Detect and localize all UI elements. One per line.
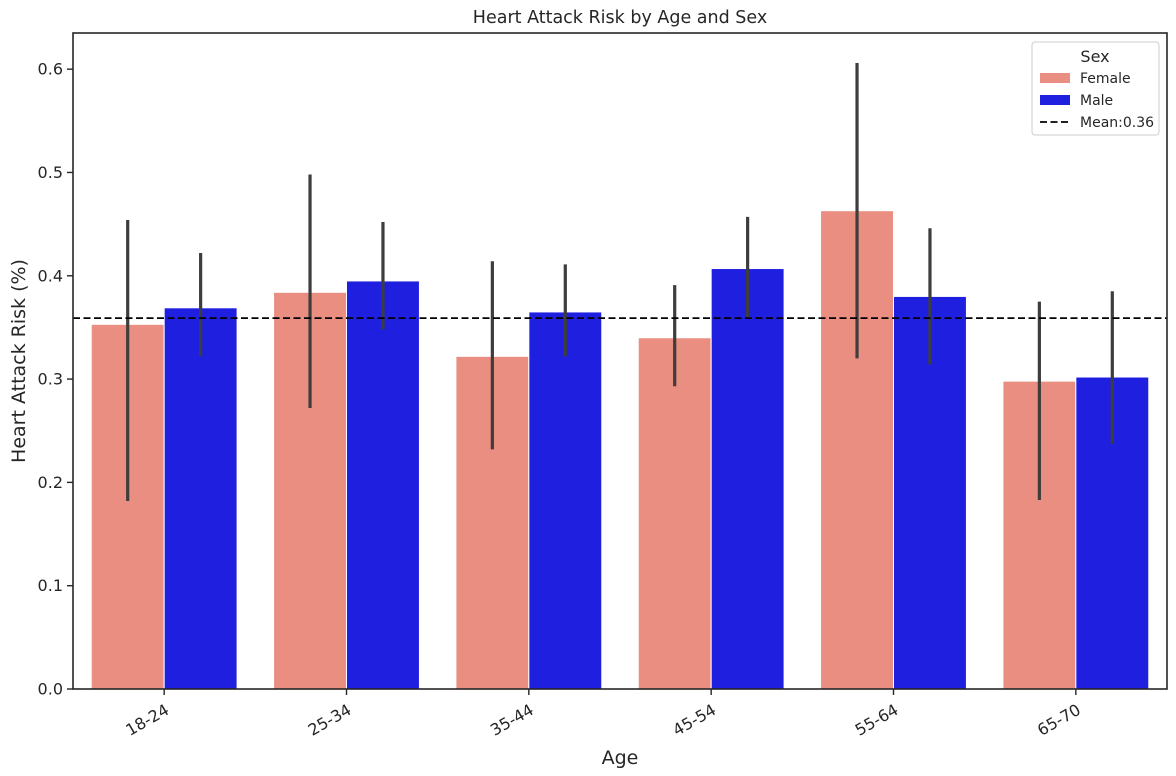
y-tick-label: 0.6 (38, 60, 63, 79)
legend-swatch-male (1040, 95, 1070, 105)
bar-female-45-54 (637, 337, 712, 690)
y-axis: 0.0 0.1 0.2 0.3 0.4 0.5 0.6 (38, 60, 73, 699)
legend-label-mean: Mean:0.36 (1080, 115, 1154, 131)
bar-male-35-44 (528, 311, 603, 690)
y-axis-label: Heart Attack Risk (%) (8, 259, 30, 463)
x-tick-label: 65-70 (1034, 700, 1084, 740)
x-axis: 18-24 25-34 35-44 45-54 55-64 65-70 (122, 689, 1084, 740)
y-tick-label: 0.1 (38, 576, 63, 595)
x-tick-label: 55-64 (852, 700, 902, 740)
bar-male-45-54 (710, 268, 785, 690)
x-tick-label: 25-34 (305, 700, 355, 740)
bar-male-18-24 (163, 307, 238, 690)
legend-title: Sex (1080, 47, 1109, 66)
bar-male-25-34 (346, 280, 420, 690)
y-tick-label: 0.0 (38, 680, 63, 699)
bars (90, 210, 1150, 690)
legend-frame (1031, 41, 1160, 136)
legend-label-female: Female (1080, 71, 1131, 87)
legend: Sex Female Male Mean:0.36 (1031, 41, 1160, 136)
legend-label-male: Male (1080, 93, 1113, 109)
axes-frame (72, 32, 1168, 690)
x-tick-label: 45-54 (669, 700, 719, 740)
y-tick-label: 0.5 (38, 163, 63, 182)
y-tick-label: 0.2 (38, 473, 63, 492)
y-tick-label: 0.4 (38, 266, 63, 285)
x-tick-label: 18-24 (122, 700, 172, 740)
legend-swatch-female (1040, 73, 1070, 83)
error-bars (126, 62, 1114, 501)
x-tick-label: 35-44 (487, 700, 537, 740)
y-tick-label: 0.3 (38, 370, 63, 389)
x-axis-label: Age (602, 747, 639, 769)
chart-title: Heart Attack Risk by Age and Sex (473, 8, 767, 28)
